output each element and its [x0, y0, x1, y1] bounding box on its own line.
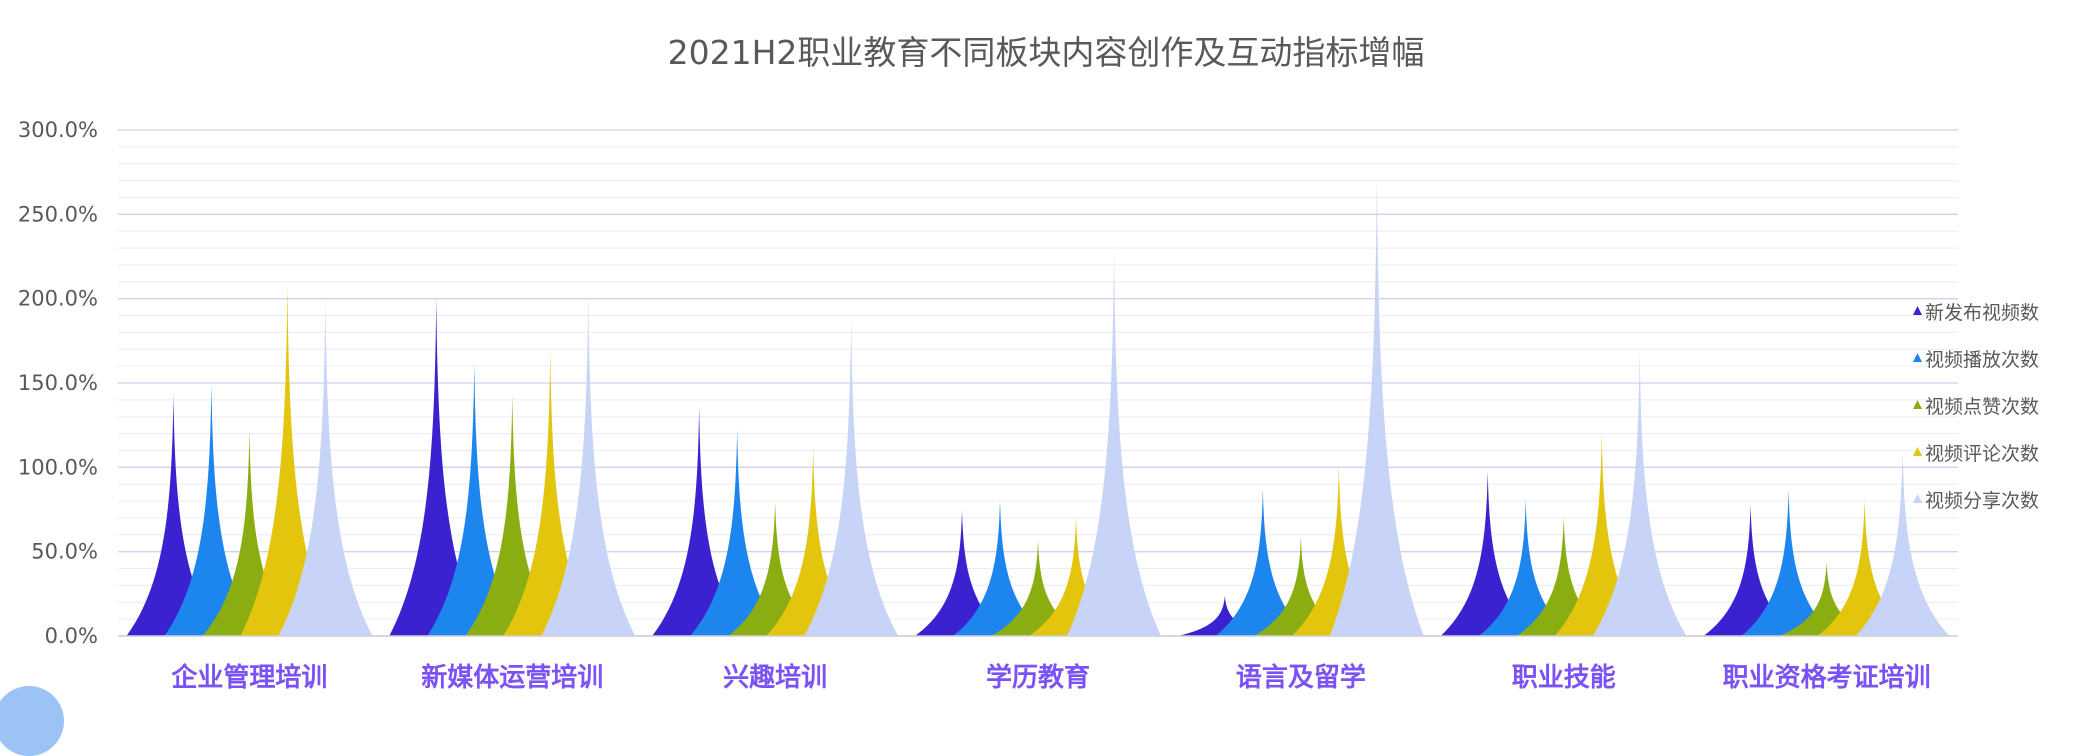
data-spike: [1478, 499, 1573, 636]
data-spike: [1067, 249, 1161, 636]
data-spike: [240, 283, 335, 636]
legend-label: 视频分享次数: [1925, 490, 2039, 512]
y-axis: 0.0% 50.0% 100.0% 150.0% 200.0% 250.0% 300.0%: [18, 118, 98, 648]
chart-marks: [126, 172, 1950, 636]
y-tick-label: 200.0%: [18, 287, 98, 311]
data-spike: [541, 293, 636, 636]
x-axis: 企业管理培训 新媒体运营培训 兴趣培训 学历教育 语言及留学 职业技能 职业资格考证培训: [118, 635, 1958, 693]
category-group: [389, 293, 636, 636]
y-tick-label: 300.0%: [18, 118, 98, 142]
decorative-circle: [0, 686, 64, 756]
chart-canvas: 0.0%50.0%100.0%150.0%200.0%250.0%300.0% …: [18, 118, 2039, 693]
data-spike: [1440, 470, 1535, 636]
category-group: [1177, 172, 1424, 636]
legend-marker-icon: [1913, 447, 1922, 456]
y-tick-label: 250.0%: [18, 202, 98, 226]
legend-label: 视频播放次数: [1925, 349, 2039, 371]
data-spike: [1329, 172, 1424, 636]
category-group: [1440, 349, 1687, 636]
data-spike: [1592, 349, 1687, 636]
legend-marker-icon: [1913, 306, 1922, 315]
legend-marker-icon: [1913, 400, 1922, 409]
legend-label: 视频点赞次数: [1925, 396, 2039, 418]
data-spike: [1741, 489, 1836, 636]
legend-label: 新发布视频数: [1925, 302, 2039, 324]
data-spike: [652, 406, 747, 636]
legend-marker-icon: [1913, 494, 1922, 503]
data-spike: [164, 383, 259, 636]
data-spike: [953, 499, 1047, 636]
data-spike: [427, 362, 522, 636]
data-spike: [1516, 516, 1611, 636]
legend-marker-icon: [1913, 353, 1922, 362]
x-tick-label: 新媒体运营培训: [421, 662, 603, 693]
x-tick-label: 职业技能: [1512, 662, 1616, 693]
data-spike: [202, 430, 297, 636]
data-spike: [389, 296, 484, 636]
data-spike: [766, 447, 861, 636]
legend-item[interactable]: 视频分享次数: [1913, 490, 2039, 512]
data-spike: [1554, 433, 1649, 636]
data-spike: [728, 501, 823, 636]
data-spike: [278, 298, 373, 636]
category-group: [915, 249, 1161, 636]
category-group: [652, 317, 899, 636]
data-spike: [1291, 465, 1386, 636]
legend-label: 视频评论次数: [1925, 443, 2039, 465]
data-spike: [915, 509, 1009, 636]
legend-item[interactable]: 视频评论次数: [1913, 443, 2039, 465]
x-tick-label: 职业资格考证培训: [1723, 662, 1931, 693]
y-tick-label: 50.0%: [31, 540, 98, 564]
data-spike: [1253, 536, 1348, 636]
y-tick-label: 150.0%: [18, 371, 98, 395]
data-spike: [1817, 499, 1912, 636]
data-spike: [1703, 504, 1798, 636]
data-spike: [804, 317, 899, 636]
category-group: [1703, 448, 1950, 636]
y-tick-label: 100.0%: [18, 455, 98, 479]
data-spike: [1177, 595, 1272, 636]
y-tick-label: 0.0%: [45, 624, 98, 648]
data-spike: [690, 428, 785, 636]
x-tick-label: 学历教育: [986, 662, 1090, 693]
data-spike: [503, 349, 598, 636]
data-spike: [991, 539, 1085, 636]
chart-title: 2021H2职业教育不同板块内容创作及互动指标增幅: [667, 33, 1425, 72]
data-spike: [1215, 489, 1310, 636]
category-group: [126, 283, 373, 636]
data-spike: [126, 394, 221, 636]
x-tick-label: 语言及留学: [1236, 662, 1366, 693]
x-tick-label: 兴趣培训: [723, 663, 827, 693]
legend-item[interactable]: 视频点赞次数: [1913, 396, 2039, 418]
x-tick-label: 企业管理培训: [171, 662, 327, 693]
data-spike: [1779, 561, 1874, 636]
data-spike: [1029, 516, 1123, 636]
legend-item[interactable]: 新发布视频数: [1913, 302, 2039, 324]
data-spike: [465, 394, 560, 636]
legend-item[interactable]: 视频播放次数: [1913, 349, 2039, 371]
data-spike: [1855, 448, 1950, 636]
